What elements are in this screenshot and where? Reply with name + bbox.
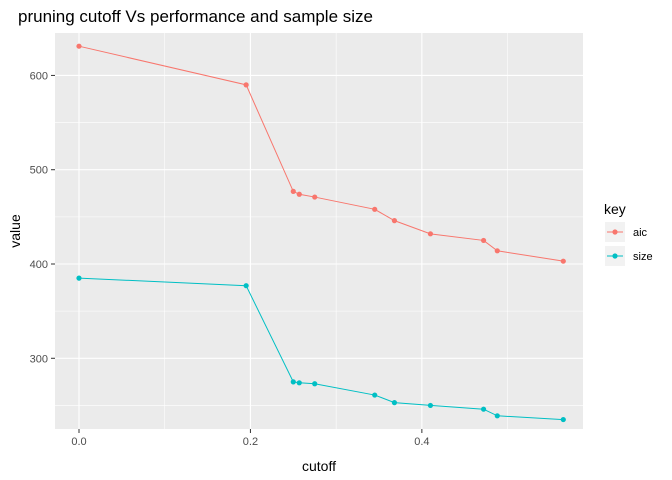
x-tick-label: 0.4 [414, 436, 429, 448]
y-tick-label: 500 [30, 165, 48, 177]
legend-title: key [604, 201, 626, 217]
legend-key-point [612, 229, 618, 235]
data-point-size [76, 275, 82, 281]
data-point-size [560, 416, 566, 423]
legend: key aic size [604, 201, 653, 266]
chart-title: pruning cutoff Vs performance and sample… [18, 7, 373, 26]
x-tick-label: 0.2 [243, 436, 258, 448]
major-gridlines [55, 33, 583, 429]
data-point-aic [391, 218, 398, 224]
data-point-size [427, 402, 434, 409]
data-point-aic [312, 194, 318, 200]
legend-items: aic size [605, 222, 653, 266]
y-tick-label: 600 [30, 70, 48, 82]
x-axis-title: cutoff [302, 458, 336, 474]
data-point-size [494, 413, 500, 419]
minor-gridlines [55, 33, 583, 429]
data-point-aic [494, 248, 500, 254]
x-tick-label: 0.0 [71, 436, 86, 448]
data-point-size [391, 400, 398, 406]
y-tick-label: 400 [30, 259, 48, 271]
legend-label-aic: aic [633, 227, 648, 239]
data-point-aic [290, 188, 296, 194]
axis-ticks: 0.0 0.2 0.4 300 400 500 600 [30, 70, 430, 448]
data-point-size [480, 406, 487, 412]
series-layer [76, 43, 566, 423]
data-point-aic [243, 82, 249, 88]
data-point-size [372, 392, 378, 398]
legend-key-point [612, 253, 618, 259]
data-point-size [296, 380, 302, 386]
data-point-aic [296, 191, 302, 197]
data-point-size [290, 379, 296, 385]
data-point-aic [427, 231, 434, 237]
data-point-aic [560, 258, 566, 264]
y-tick-label: 300 [30, 353, 48, 365]
data-point-aic [76, 43, 82, 49]
y-axis-title: value [7, 214, 23, 248]
data-point-size [312, 381, 318, 387]
legend-label-size: size [633, 251, 653, 263]
data-point-aic [372, 206, 378, 212]
plot-panel [55, 33, 583, 429]
data-point-size [243, 283, 249, 289]
data-point-aic [480, 237, 487, 244]
